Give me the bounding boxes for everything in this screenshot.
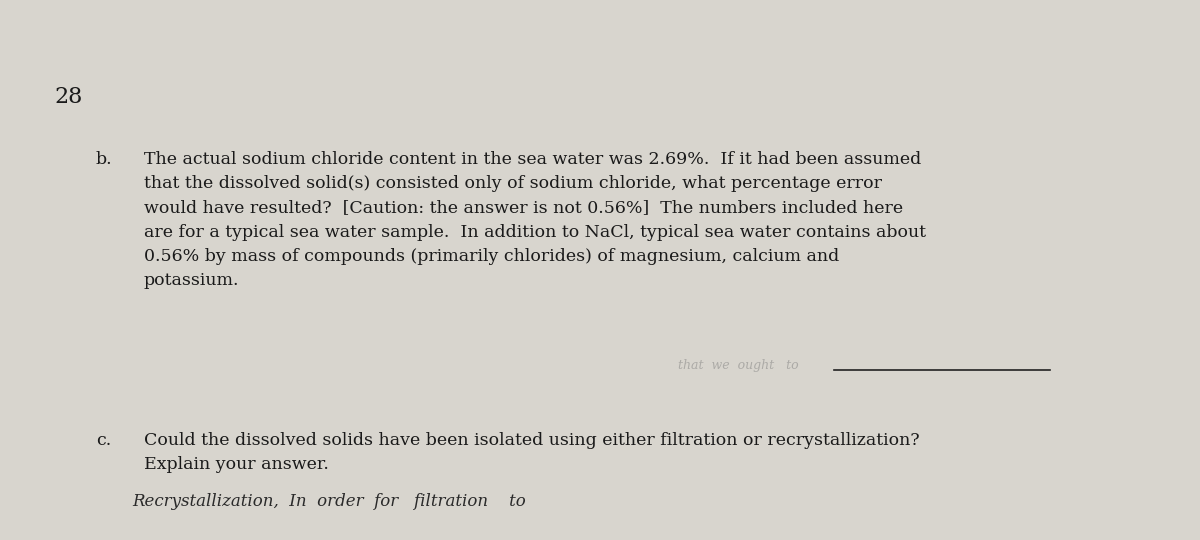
Text: that  we  ought   to: that we ought to — [678, 359, 799, 372]
Text: Recrystallization,  In  order  for   filtration    to: Recrystallization, In order for filtrati… — [132, 494, 526, 510]
Text: 28: 28 — [54, 86, 83, 109]
Text: The actual sodium chloride content in the sea water was 2.69%.  If it had been a: The actual sodium chloride content in th… — [144, 151, 926, 289]
Text: b.: b. — [96, 151, 113, 168]
Text: Could the dissolved solids have been isolated using either filtration or recryst: Could the dissolved solids have been iso… — [144, 432, 919, 473]
Text: c.: c. — [96, 432, 112, 449]
